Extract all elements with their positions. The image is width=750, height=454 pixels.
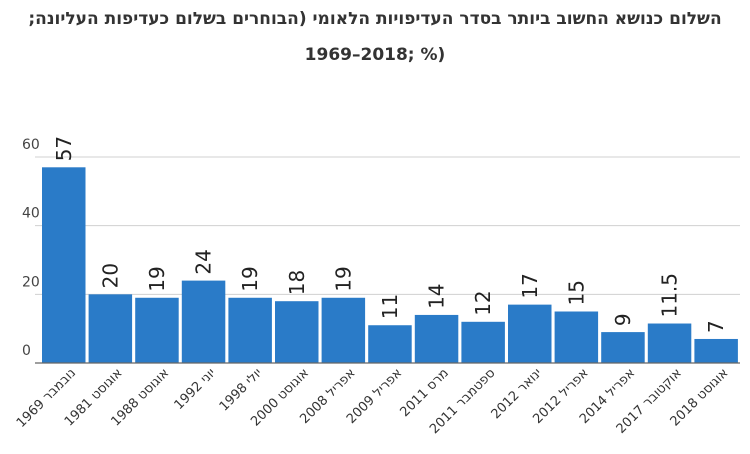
data-label: 12: [471, 290, 495, 315]
bar: [694, 338, 738, 363]
data-label: 18: [285, 270, 309, 295]
chart-title-line-2: 1969–2018; %): [304, 45, 446, 65]
bar: [181, 280, 226, 363]
bar: [508, 304, 552, 363]
data-label: 20: [98, 263, 122, 288]
chart-title-line-1: השלום כנושא החשוב ביותר בסדר העדיפויות ה…: [28, 9, 722, 29]
data-label: 11.5: [658, 273, 682, 318]
bar: [647, 323, 692, 363]
data-label: 19: [331, 266, 355, 291]
data-label: 57: [52, 136, 76, 161]
data-label: 11: [378, 294, 402, 319]
y-axis-ticks: 0 20 40 60: [22, 137, 40, 359]
bar: [414, 314, 459, 363]
data-label: 7: [704, 320, 728, 333]
bar: [42, 167, 86, 363]
data-label: 14: [425, 283, 449, 308]
category-label: יולי 1998: [217, 366, 266, 415]
data-label: 17: [518, 273, 542, 298]
gridlines: [35, 156, 740, 295]
data-label: 19: [238, 266, 262, 291]
bar: [321, 297, 366, 363]
bar: [135, 297, 179, 363]
category-label: יוני 1992: [172, 366, 219, 413]
y-tick-label: 40: [22, 206, 40, 222]
bar: [88, 294, 133, 363]
bar: [601, 332, 645, 363]
data-labels: 57 20 19 24 19 18 19 11 14 12 17 15 9 11.5 7: [52, 136, 728, 333]
data-label: 24: [192, 249, 216, 274]
data-label: 9: [611, 313, 635, 326]
bar: [228, 297, 272, 363]
bar: [368, 325, 412, 363]
y-tick-label: 60: [22, 137, 40, 153]
y-tick-label: 20: [22, 274, 40, 290]
bar: [275, 301, 319, 363]
bars: [42, 167, 738, 363]
bar: [554, 311, 599, 363]
y-tick-label: 0: [22, 343, 31, 359]
data-label: 19: [145, 266, 169, 291]
data-label: 15: [564, 280, 588, 305]
bar: [461, 321, 505, 363]
